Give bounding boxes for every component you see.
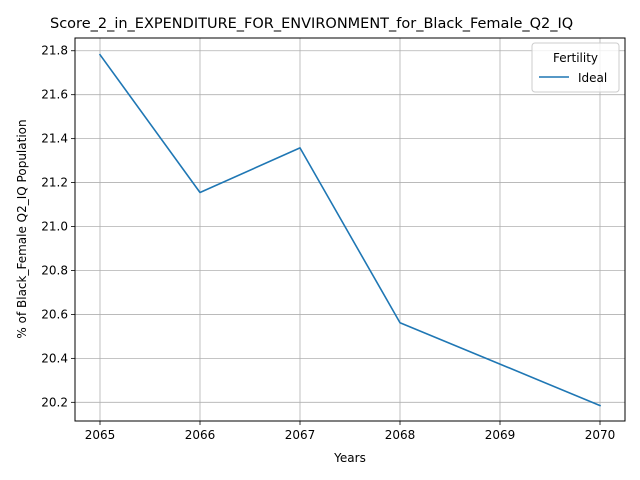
series-line-ideal — [98, 53, 602, 407]
x-tick-label: 2069 — [485, 428, 516, 442]
y-tick-label: 20.8 — [41, 263, 68, 277]
y-tick-label: 20.2 — [41, 395, 68, 409]
legend: Fertility Ideal — [531, 42, 620, 93]
y-tick-label: 21.8 — [41, 44, 68, 58]
x-axis-ticks: 2065 2066 2067 2068 2069 2070 — [85, 421, 616, 442]
series-layer — [98, 53, 602, 407]
chart-title: Score_2_in_EXPENDITURE_FOR_ENVIRONMENT_f… — [50, 16, 573, 32]
plot-frame — [74, 37, 626, 422]
x-tick-label: 2067 — [285, 428, 316, 442]
y-axis-ticks: 20.2 20.4 20.6 20.8 21.0 21.2 21.4 21.6 21.8 — [41, 44, 75, 409]
x-tick-label: 2068 — [385, 428, 416, 442]
y-tick-label: 20.4 — [41, 351, 68, 365]
legend-label-ideal: Ideal — [578, 71, 607, 85]
x-tick-label: 2070 — [585, 428, 616, 442]
x-tick-label: 2066 — [185, 428, 216, 442]
legend-box — [531, 42, 620, 93]
x-axis-label: Years — [333, 451, 366, 465]
y-tick-label: 21.4 — [41, 132, 68, 146]
legend-title: Fertility — [553, 51, 598, 65]
y-tick-label: 21.2 — [41, 176, 68, 190]
y-tick-label: 21.6 — [41, 88, 68, 102]
y-tick-label: 21.0 — [41, 220, 68, 234]
y-tick-label: 20.6 — [41, 307, 68, 321]
grid-lines — [75, 38, 625, 421]
x-tick-label: 2065 — [85, 428, 116, 442]
y-axis-label: % of Black_Female Q2_IQ Population — [15, 119, 29, 338]
